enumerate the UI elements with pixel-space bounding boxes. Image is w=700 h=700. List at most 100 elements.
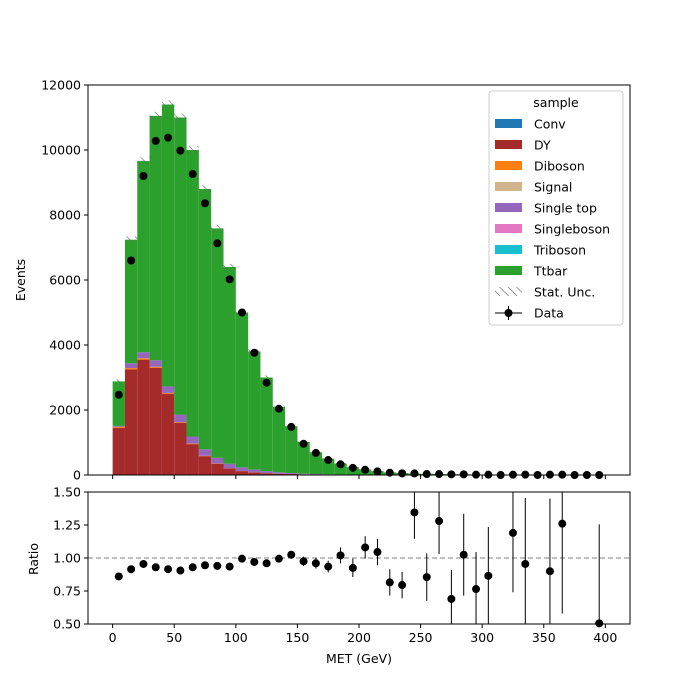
x-tick-label-50: 50	[166, 630, 182, 645]
data-point-0	[114, 390, 123, 399]
x-tick-label-400: 400	[593, 630, 617, 645]
ratio-point-12	[262, 559, 271, 568]
bar-single-top-bin-3	[149, 360, 162, 367]
bar-single-top-bin-4	[161, 386, 175, 393]
main-y-tick-label-12000: 12000	[41, 78, 81, 93]
bar-ttbar-bin-15	[297, 441, 310, 474]
bar-diboson-bin-4	[161, 392, 175, 394]
ratio-point-20	[361, 543, 370, 552]
legend-swatch-singleboson	[495, 224, 522, 233]
bar-single-top-bin-1	[124, 363, 138, 369]
bar-ttbar-bin-9	[223, 267, 236, 464]
ratio-y-tick-label-0: 0.50	[53, 617, 81, 632]
data-point-7	[201, 199, 210, 208]
data-point-28	[459, 470, 468, 479]
bar-ttbar-bin-14	[285, 426, 298, 473]
main-y-tick-label-4000: 4000	[49, 338, 81, 353]
legend-swatch-signal	[495, 182, 522, 191]
bar-diboson-bin-0	[112, 426, 125, 428]
ratio-point-27	[447, 594, 456, 603]
bar-single-top-bin-2	[137, 352, 150, 359]
main-y-axis-label: Events	[13, 259, 28, 301]
ratio-point-16	[311, 559, 320, 568]
ratio-point-35	[545, 567, 554, 576]
main-x-axis-ticks	[112, 475, 606, 479]
ratio-point-32	[508, 528, 517, 537]
data-point-13	[274, 404, 283, 413]
data-point-19	[348, 463, 357, 472]
bar-ttbar-bin-3	[149, 115, 162, 361]
legend-box	[488, 90, 624, 326]
legend-swatch-single-top	[495, 203, 522, 212]
data-point-2	[139, 172, 148, 180]
bar-dy-bin-3	[149, 367, 162, 475]
ratio-point-7	[201, 561, 210, 570]
data-point-1	[127, 256, 136, 265]
ratio-point-30	[484, 571, 493, 580]
data-point-10	[237, 308, 246, 317]
data-point-27	[447, 470, 456, 479]
ratio-point-8	[213, 561, 222, 570]
legend-label-diboson: Diboson	[534, 159, 585, 174]
legend-label-ttbar: Ttbar	[533, 264, 568, 279]
bar-diboson-bin-3	[149, 366, 162, 368]
bar-dy-bin-0	[112, 427, 125, 475]
legend-label-signal: Signal	[534, 180, 572, 195]
ratio-point-5	[176, 566, 185, 575]
main-y-tick-label-6000: 6000	[49, 273, 81, 288]
ratio-point-2	[139, 559, 148, 568]
ratio-point-19	[348, 563, 357, 572]
legend-swatch-stat-unc	[495, 287, 522, 296]
ratio-y-tick-label-3: 1.25	[53, 518, 81, 533]
data-point-15	[299, 439, 308, 448]
ratio-point-0	[114, 572, 123, 581]
stat-unc-bin-2	[137, 157, 150, 165]
bar-single-top-bin-7	[198, 449, 212, 456]
stat-unc-bin-0	[112, 379, 125, 384]
data-point-16	[311, 448, 320, 457]
ratio-y-tick-label-2: 1.00	[53, 551, 81, 566]
ratio-point-39	[595, 619, 604, 628]
x-tick-label-200: 200	[347, 630, 371, 645]
data-point-8	[213, 239, 222, 248]
legend-label-single-top: Single top	[534, 201, 597, 216]
bar-ttbar-bin-11	[248, 351, 261, 470]
data-point-23	[398, 469, 407, 478]
legend-label-triboson: Triboson	[533, 243, 586, 258]
main-y-tick-label-0: 0	[73, 468, 81, 483]
legend-title: sample	[533, 95, 579, 110]
x-tick-label-100: 100	[224, 630, 248, 645]
ratio-point-18	[336, 551, 345, 560]
ratio-point-25	[422, 573, 431, 582]
legend-label-conv: Conv	[534, 117, 566, 132]
bar-dy-bin-9	[223, 468, 236, 475]
x-axis-label: MET (GeV)	[326, 651, 392, 666]
main-y-axis-ticks: 0 2000 4000 6000 8000 10000 12000	[41, 78, 88, 483]
bar-dy-bin-8	[211, 463, 224, 475]
legend-swatch-ttbar	[495, 266, 522, 275]
data-point-6	[188, 170, 197, 179]
data-point-3	[151, 136, 160, 145]
ratio-point-4	[164, 565, 173, 574]
ratio-point-15	[299, 557, 308, 566]
bar-dy-bin-11	[248, 472, 261, 475]
stat-unc-bin-12	[260, 375, 273, 380]
bar-ttbar-bin-0	[112, 381, 125, 426]
stat-unc-bin-8	[211, 224, 224, 232]
data-point-24	[410, 469, 419, 478]
bar-single-top-bin-6	[186, 436, 199, 444]
bar-single-top-bin-14	[285, 472, 298, 474]
x-tick-label-150: 150	[285, 630, 309, 645]
bar-dy-bin-5	[174, 423, 187, 475]
x-tick-label-0: 0	[109, 630, 117, 645]
data-point-25	[422, 470, 431, 479]
bar-ttbar-bin-18	[334, 463, 347, 475]
bar-diboson-bin-2	[137, 358, 150, 360]
ratio-y-axis-ticks: 0.50 0.75 1.00 1.25 1.50	[53, 485, 88, 632]
data-point-18	[336, 460, 345, 469]
ratio-point-26	[435, 517, 444, 526]
bar-single-top-bin-8	[211, 457, 224, 464]
stat-unc-bin-9	[223, 263, 236, 271]
legend-label-stat-unc: Stat. Unc.	[534, 285, 595, 300]
